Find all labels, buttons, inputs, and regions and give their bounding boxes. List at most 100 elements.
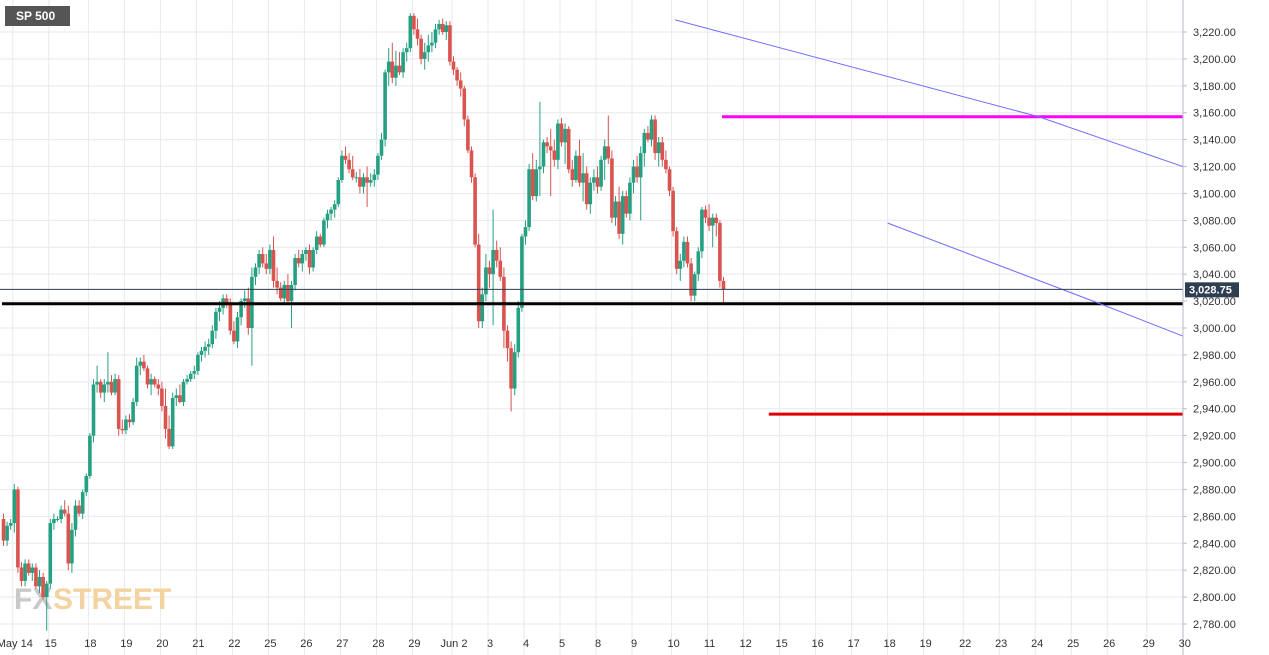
candle-body <box>703 209 708 218</box>
candle-body <box>113 379 117 393</box>
x-tick-label: 4 <box>523 638 529 650</box>
candle-body <box>473 177 477 245</box>
candle-body <box>48 523 53 584</box>
candle <box>185 375 189 385</box>
candle-body <box>300 254 305 264</box>
candle <box>408 13 413 53</box>
candle-body <box>512 352 517 389</box>
x-tick-label: 19 <box>120 638 132 650</box>
candle <box>26 559 31 576</box>
candle <box>628 177 632 221</box>
y-tick-label: 2,840.00 <box>1193 538 1236 550</box>
candle <box>188 371 193 382</box>
last-price-tag-background <box>1185 282 1239 298</box>
candle <box>682 236 686 268</box>
candle <box>674 227 679 275</box>
candle <box>563 123 567 164</box>
candle-body <box>404 48 409 53</box>
y-tick-label: 2,900.00 <box>1193 458 1236 470</box>
candle-body <box>271 249 276 281</box>
candle <box>30 563 35 581</box>
x-tick-label: 27 <box>336 638 348 650</box>
candle <box>685 236 690 268</box>
candle-body <box>329 209 333 214</box>
candle-body <box>448 25 452 62</box>
candle <box>707 204 711 232</box>
candle <box>278 282 283 302</box>
candle-body <box>376 155 380 175</box>
candle-body <box>178 395 182 402</box>
symbol-badge[interactable]: SP 500 <box>5 6 70 26</box>
x-tick-label: 25 <box>264 638 276 650</box>
candle-body <box>210 330 215 345</box>
candle-body <box>59 509 63 520</box>
candle-body <box>30 567 35 573</box>
candle <box>70 523 74 573</box>
candle <box>710 213 715 248</box>
candle <box>131 397 135 425</box>
x-tick-label: 28 <box>372 638 384 650</box>
candle <box>541 139 546 174</box>
candle-body <box>707 217 711 226</box>
candle <box>498 247 503 281</box>
candle <box>296 249 301 268</box>
candle <box>192 365 197 380</box>
candle-body <box>368 180 373 183</box>
candle-body <box>311 249 315 268</box>
candle <box>703 205 708 224</box>
candle-body <box>8 523 13 526</box>
candle <box>426 34 431 62</box>
candle <box>368 173 373 187</box>
candle <box>642 128 647 167</box>
candle <box>588 177 593 214</box>
candle <box>275 267 279 295</box>
candle-body <box>689 263 693 296</box>
y-tick-label: 2,940.00 <box>1193 404 1236 416</box>
candle <box>487 260 492 288</box>
candle <box>214 307 218 339</box>
candle <box>527 163 531 232</box>
x-axis[interactable]: May 14 15 18 19 20 21 22 25 26 27 28 29 Jun 2 3 4 5 8 9 10… <box>0 638 1191 650</box>
candle-body <box>599 159 603 187</box>
candle <box>91 379 96 443</box>
candle-body <box>520 236 524 308</box>
candle <box>235 311 240 349</box>
candle-body <box>386 61 391 73</box>
candle <box>455 66 459 86</box>
candle <box>174 388 179 407</box>
y-tick-label: 3,060.00 <box>1193 242 1236 254</box>
candle <box>134 357 139 407</box>
candle <box>660 136 665 167</box>
candle <box>520 233 524 312</box>
candle <box>671 186 675 237</box>
candle <box>638 146 643 221</box>
candle <box>592 169 596 191</box>
candle <box>160 381 164 412</box>
candle-body <box>656 142 661 154</box>
candle <box>516 301 521 358</box>
candle <box>80 489 85 520</box>
y-axis[interactable]: 3,220.00 3,200.00 3,180.00 3,160.00 3,140.00… <box>1183 27 1236 631</box>
x-tick-label: 15 <box>775 638 787 650</box>
candle <box>271 236 276 288</box>
candle-body <box>145 368 150 385</box>
candle-body <box>674 231 679 269</box>
candle-body <box>37 576 42 587</box>
candle-body <box>692 274 697 296</box>
x-tick-label: 22 <box>228 638 240 650</box>
candle <box>257 249 261 275</box>
candle <box>397 52 402 76</box>
y-tick-label: 2,800.00 <box>1193 592 1236 604</box>
candle-body <box>224 298 229 304</box>
candle-body <box>545 142 549 147</box>
candle <box>34 563 38 590</box>
y-tick-label: 3,080.00 <box>1193 215 1236 227</box>
candle-body <box>282 284 287 299</box>
candle-body <box>160 388 164 407</box>
candle <box>361 173 366 194</box>
candle <box>178 384 182 404</box>
candle <box>55 516 60 522</box>
candle <box>163 388 168 439</box>
candle <box>451 56 456 76</box>
